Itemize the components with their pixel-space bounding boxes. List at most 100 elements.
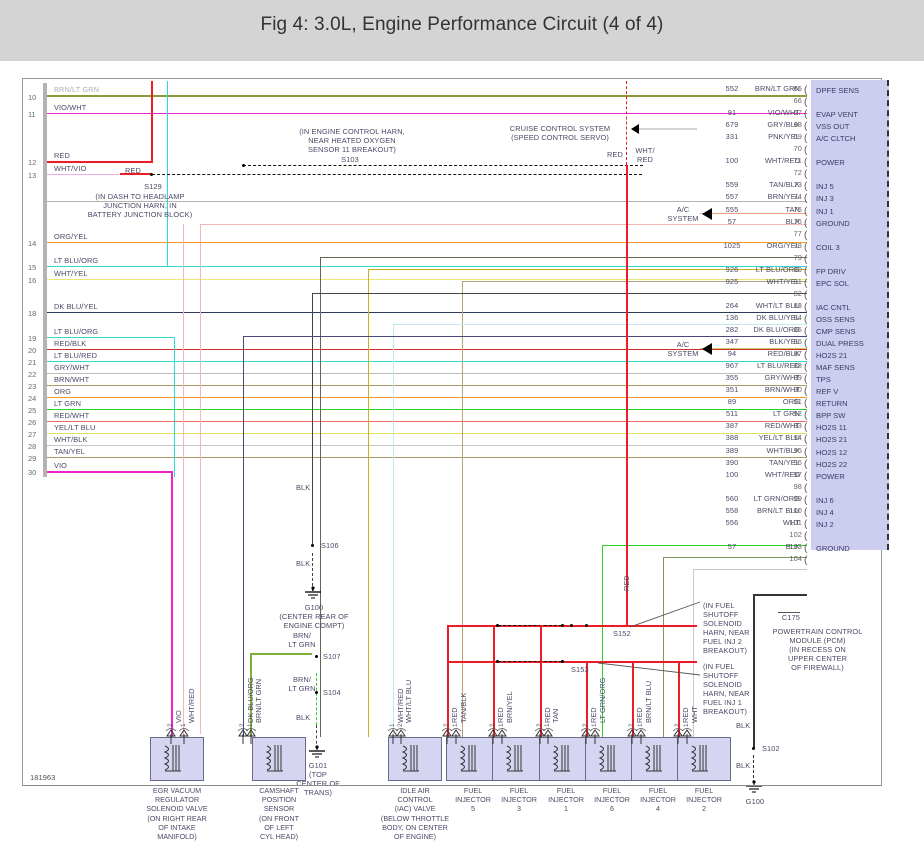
solenoid-coil-icon-4 <box>505 745 523 772</box>
component-label-2-3: (BELOW THROTTLE <box>380 813 450 823</box>
component-label-0-3: (ON RIGHT REAR <box>147 813 207 823</box>
s153-dot-a <box>496 660 499 663</box>
left-label-30: VIO <box>54 461 68 470</box>
pcm-connector-id: C175 <box>781 613 800 622</box>
pcm-pin-67: 67 <box>793 108 802 118</box>
component-label-5-1: INJECTOR <box>548 795 584 805</box>
pcm-wire-67: VIO/WHT <box>767 108 800 118</box>
wire-brn-yel-pin74-drop <box>368 269 370 737</box>
left-label-24: ORG <box>54 387 72 396</box>
pcm-wire-84: DK BLU/YEL <box>756 312 800 322</box>
pcm-pin-77: 77 <box>793 228 802 238</box>
wire-red-vertical-left <box>151 81 153 163</box>
pcm-function-85: CMP SENS <box>816 327 856 336</box>
pcm-brace-95: ( <box>804 446 808 458</box>
pcm-circuit-81: 925 <box>725 276 739 286</box>
s129-note-line2: JUNCTION HARN, IN <box>103 201 177 210</box>
pcm-pin-85: 85 <box>793 325 802 334</box>
pcm-brace-80: ( <box>804 265 808 277</box>
pcm-brace-100: ( <box>804 506 808 518</box>
s153-note-line6: BREAKOUT) <box>703 707 748 716</box>
pcm-function-100: INJ 4 <box>816 507 834 517</box>
pcm-pin-84: 84 <box>793 312 802 322</box>
left-label-20: RED/BLK <box>54 339 87 348</box>
left-label-10: BRN/LT GRN <box>54 85 100 94</box>
pcm-pin-79: 79 <box>793 252 802 262</box>
wire-dk-blu-yel-row18 <box>47 312 807 314</box>
pcm-wire-83: WHT/LT BLU <box>755 300 800 310</box>
pcm-wire-99: LT GRN/ORG <box>753 493 800 503</box>
wire-vio-drop-egr <box>171 471 173 737</box>
component-pin-8-0: 2 <box>674 723 681 727</box>
component-box-6 <box>585 737 639 781</box>
s103-note-line2: NEAR HEATED OXYGEN <box>308 136 396 145</box>
brn-lt-grn-b-line2: LT GRN <box>288 684 316 693</box>
cruise-control-line1: CRUISE CONTROL SYSTEM <box>509 124 611 133</box>
pcm-brace-92: ( <box>804 410 808 422</box>
s152-note-line6: BREAKOUT) <box>703 646 748 655</box>
s103-dot <box>242 164 245 167</box>
wire-red-wht-row26 <box>47 421 807 423</box>
pcm-wire-73: TAN/BLK <box>769 180 800 190</box>
pcm-pin-80: 80 <box>793 264 802 274</box>
pcm-wire-76: BLK <box>785 216 800 226</box>
s152-dot-d <box>585 624 588 627</box>
pcm-brace-97: ( <box>804 470 808 482</box>
pcm-brace-96: ( <box>804 458 808 470</box>
component-label-1-4: OF LEFT <box>264 822 294 832</box>
pcm-circuit-87: 94 <box>727 349 737 359</box>
wire-dk-blu-org-pin85 <box>243 336 807 338</box>
pcm-pin-76: 76 <box>793 216 802 226</box>
component-box-0 <box>150 737 204 781</box>
component-pin-3-1: 1 <box>452 723 459 727</box>
pcm-pin-88: 88 <box>793 361 802 371</box>
component-box-1 <box>252 737 306 781</box>
left-label-25: LT GRN <box>54 399 82 408</box>
pcm-brace-94: ( <box>804 434 808 446</box>
component-label-4-0: FUEL <box>509 786 529 795</box>
wire-org-yel-pin78 <box>47 242 807 244</box>
wire-brn-lt-blu-pin100-drop <box>663 557 665 737</box>
wire-wht-pin101-drop <box>693 569 695 737</box>
terminal-arrow-5-1 <box>543 728 554 744</box>
wire-wht-red-vertical-left <box>183 224 185 737</box>
pcm-name-line5: OF FIREWALL) <box>791 663 844 672</box>
pcm-function-69: A/C CLTCH <box>816 134 856 144</box>
pcm-function-83: IAC CNTL <box>816 302 851 312</box>
s102-dot <box>752 747 755 750</box>
component-label-1-1: POSITION <box>261 795 297 805</box>
pcm-pin-82: 82 <box>793 288 802 298</box>
wire-vio-wht-row11 <box>47 113 807 115</box>
component-wire-label-2-1: WHT/LT BLU <box>404 679 413 723</box>
component-wire-label-8-1: WHT <box>690 706 699 723</box>
s102-wire-bot-label: BLK <box>736 761 751 770</box>
component-label-0-4: OF INTAKE <box>158 822 196 832</box>
component-box-7 <box>631 737 685 781</box>
s152-note-line1: (IN FUEL <box>703 601 735 610</box>
wire-vio-row30 <box>47 471 172 473</box>
pcm-function-99: INJ 6 <box>816 495 834 505</box>
terminal-arrow-0-1 <box>179 728 190 744</box>
component-label-8-0: FUEL <box>694 786 714 795</box>
wire-gry-wht-row22 <box>47 373 807 375</box>
pcm-function-94: HO2S 21 <box>816 435 848 445</box>
pcm-circuit-88: 967 <box>725 361 739 371</box>
pcm-circuit-86: 347 <box>725 337 739 347</box>
pcm-wire-74: BRN/YEL <box>767 192 800 202</box>
bus-dashed-s129 <box>152 174 642 175</box>
component-box-2 <box>388 737 442 781</box>
component-label-7-0: FUEL <box>648 786 668 795</box>
s103-note-line3: SENSOR 11 BREAKOUT) <box>307 145 396 154</box>
wire-brn-lt-blu-pin100 <box>663 557 807 559</box>
wire-tan-blk-pin73 <box>320 257 807 259</box>
blk-g101-label: BLK <box>296 713 311 722</box>
pcm-wire-89: GRY/WHT <box>764 373 800 383</box>
pcm-pin-87: 87 <box>793 349 802 359</box>
pcm-function-96: HO2S 22 <box>816 459 848 469</box>
wire-blk-pin103-drop <box>753 594 755 744</box>
g100-left-name: G100 <box>304 603 324 612</box>
terminal-arrow-3-0 <box>442 728 453 744</box>
s102-wire-top-label: BLK <box>736 721 751 730</box>
left-pin-27: 27 <box>28 430 37 439</box>
pcm-brace-98: ( <box>804 482 808 494</box>
